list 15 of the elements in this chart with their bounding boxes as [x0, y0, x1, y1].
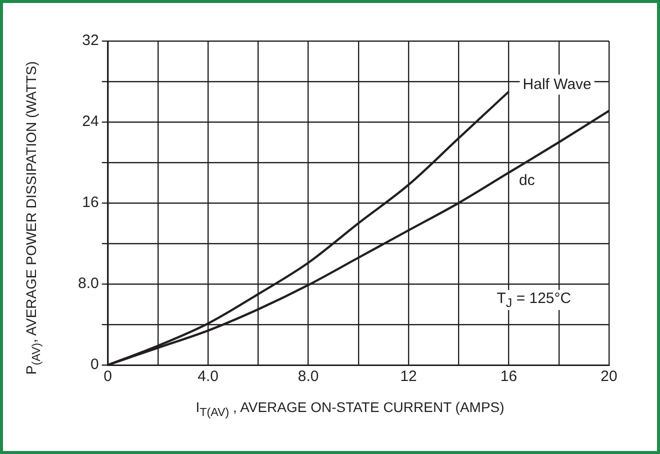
y-tick-label: 8.0	[78, 275, 99, 292]
x-tick-label: 20	[600, 368, 618, 386]
y-tick-label: 16	[82, 194, 99, 212]
y-tick-label: 32	[82, 32, 99, 50]
x-tick-label: 0	[104, 368, 112, 386]
x-tick-label: 8.0	[298, 368, 319, 386]
x-axis-title: I$_{T(AV)}$ , AVERAGE ON-STATE CURRENT (AMPS)	[194, 399, 506, 419]
x-tick-label: 12	[400, 368, 417, 386]
series-label: dc	[519, 172, 536, 190]
annotation: T$_{J}$ = 125°C	[494, 290, 574, 310]
series-label: Half Wave	[522, 76, 592, 93]
y-tick-label: 0	[90, 356, 99, 374]
x-tick-label: 16	[500, 368, 518, 386]
x-tick-label: 4.0	[198, 368, 219, 386]
y-tick-label: 24	[82, 113, 99, 130]
